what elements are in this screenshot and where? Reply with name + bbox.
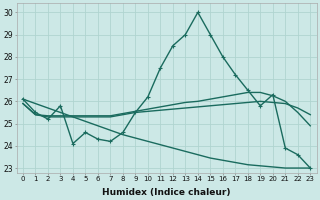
X-axis label: Humidex (Indice chaleur): Humidex (Indice chaleur) [102, 188, 231, 197]
